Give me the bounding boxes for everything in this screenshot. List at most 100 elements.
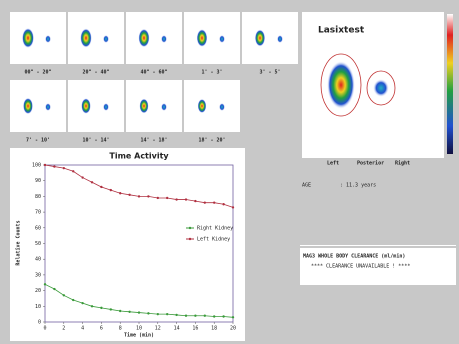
y-tick-label: 20 <box>35 288 41 294</box>
data-point <box>157 313 159 315</box>
thumb-kidney-left <box>198 99 207 113</box>
y-tick-label: 90 <box>35 178 41 184</box>
thumbnail-label: 10' - 14' <box>82 138 109 144</box>
thumb-kidney-left <box>138 29 149 48</box>
data-point <box>72 299 74 301</box>
thumbnail <box>242 12 298 64</box>
age-label: AGE <box>302 183 311 189</box>
data-point <box>213 315 215 317</box>
thumb-kidney-right <box>277 35 283 43</box>
data-point <box>81 302 83 304</box>
data-point <box>147 312 149 314</box>
plot-area <box>45 165 233 322</box>
data-point <box>128 194 130 196</box>
data-point <box>175 314 177 316</box>
y-tick-label: 60 <box>35 225 41 231</box>
clearance-title: MAG3 WHOLE BODY CLEARANCE (ml/min) <box>303 254 405 260</box>
thumbnail <box>68 80 124 132</box>
thumbnail-label: 7' - 10' <box>26 138 50 144</box>
thumbnail <box>126 12 182 64</box>
thumb-kidney-right <box>161 103 167 111</box>
x-tick-label: 4 <box>81 326 84 332</box>
data-point <box>53 288 55 290</box>
x-tick-label: 0 <box>43 326 46 332</box>
thumb-kidney-left <box>22 28 34 48</box>
x-axis-label: Time (min) <box>124 333 154 339</box>
age-value: : 11.3 years <box>340 183 376 189</box>
thumb-kidney-right <box>161 35 167 43</box>
x-tick-label: 18 <box>211 326 217 332</box>
data-point <box>204 201 206 203</box>
data-point <box>166 197 168 199</box>
thumb-kidney-left <box>197 29 208 47</box>
thumbnail <box>10 12 66 64</box>
data-point <box>91 305 93 307</box>
data-point <box>232 316 234 318</box>
data-point <box>128 311 130 313</box>
thumbnail <box>10 80 66 132</box>
y-tick-label: 30 <box>35 272 41 278</box>
orientation-label: Right <box>395 161 410 167</box>
data-point <box>213 201 215 203</box>
data-point <box>119 192 121 194</box>
y-axis-label: Relative Counts <box>16 220 22 265</box>
y-tick-label: 0 <box>38 320 41 326</box>
data-point <box>222 203 224 205</box>
x-tick-label: 8 <box>119 326 122 332</box>
data-point <box>63 294 65 296</box>
thumbnail-label: 14' - 18' <box>140 138 167 144</box>
data-point <box>147 195 149 197</box>
thumbnail-label: 3' - 5' <box>259 70 280 76</box>
legend-marker <box>189 238 191 240</box>
data-point <box>185 315 187 317</box>
data-point <box>157 197 159 199</box>
orientation-label: Posterior <box>357 161 384 167</box>
x-tick-label: 10 <box>136 326 142 332</box>
data-point <box>222 315 224 317</box>
legend-label: Left Kidney <box>197 237 230 243</box>
thumb-kidney-left <box>255 29 265 46</box>
y-tick-label: 40 <box>35 257 41 263</box>
data-point <box>204 315 206 317</box>
data-point <box>138 195 140 197</box>
screen: 00" - 20"20" - 40"40" - 60"1' - 3'3' - 5… <box>0 0 459 344</box>
thumbnail <box>184 12 240 64</box>
data-point <box>138 311 140 313</box>
thumbnail-label: 18' - 20' <box>198 138 225 144</box>
data-point <box>110 308 112 310</box>
y-tick-label: 70 <box>35 210 41 216</box>
thumb-kidney-right <box>219 35 225 43</box>
color-scale <box>447 14 453 154</box>
x-tick-label: 14 <box>174 326 180 332</box>
x-tick-label: 16 <box>192 326 198 332</box>
data-point <box>110 189 112 191</box>
kidney-right <box>373 79 389 97</box>
thumb-kidney-left <box>23 98 33 114</box>
thumbnail-label: 1' - 3' <box>201 70 222 76</box>
data-point <box>232 206 234 208</box>
y-tick-label: 100 <box>32 163 41 169</box>
thumbnail <box>184 80 240 132</box>
thumbnail <box>126 80 182 132</box>
data-point <box>166 313 168 315</box>
thumb-kidney-right <box>103 103 109 111</box>
data-point <box>175 198 177 200</box>
data-point <box>185 198 187 200</box>
data-point <box>72 170 74 172</box>
thumb-kidney-left <box>80 28 92 47</box>
clearance-message: **** CLEARANCE UNAVAILABLE ! **** <box>311 264 410 270</box>
data-point <box>194 315 196 317</box>
thumb-kidney-right <box>103 35 109 43</box>
data-point <box>119 310 121 312</box>
thumb-kidney-right <box>45 103 51 111</box>
data-point <box>44 283 46 285</box>
data-point <box>44 164 46 166</box>
data-point <box>53 165 55 167</box>
legend-marker <box>189 227 191 229</box>
x-tick-label: 6 <box>100 326 103 332</box>
thumbnail-label: 00" - 20" <box>24 70 51 76</box>
chart-title: Time Activity <box>109 152 169 161</box>
y-tick-label: 80 <box>35 194 41 200</box>
data-point <box>81 176 83 178</box>
thumbnail <box>68 12 124 64</box>
